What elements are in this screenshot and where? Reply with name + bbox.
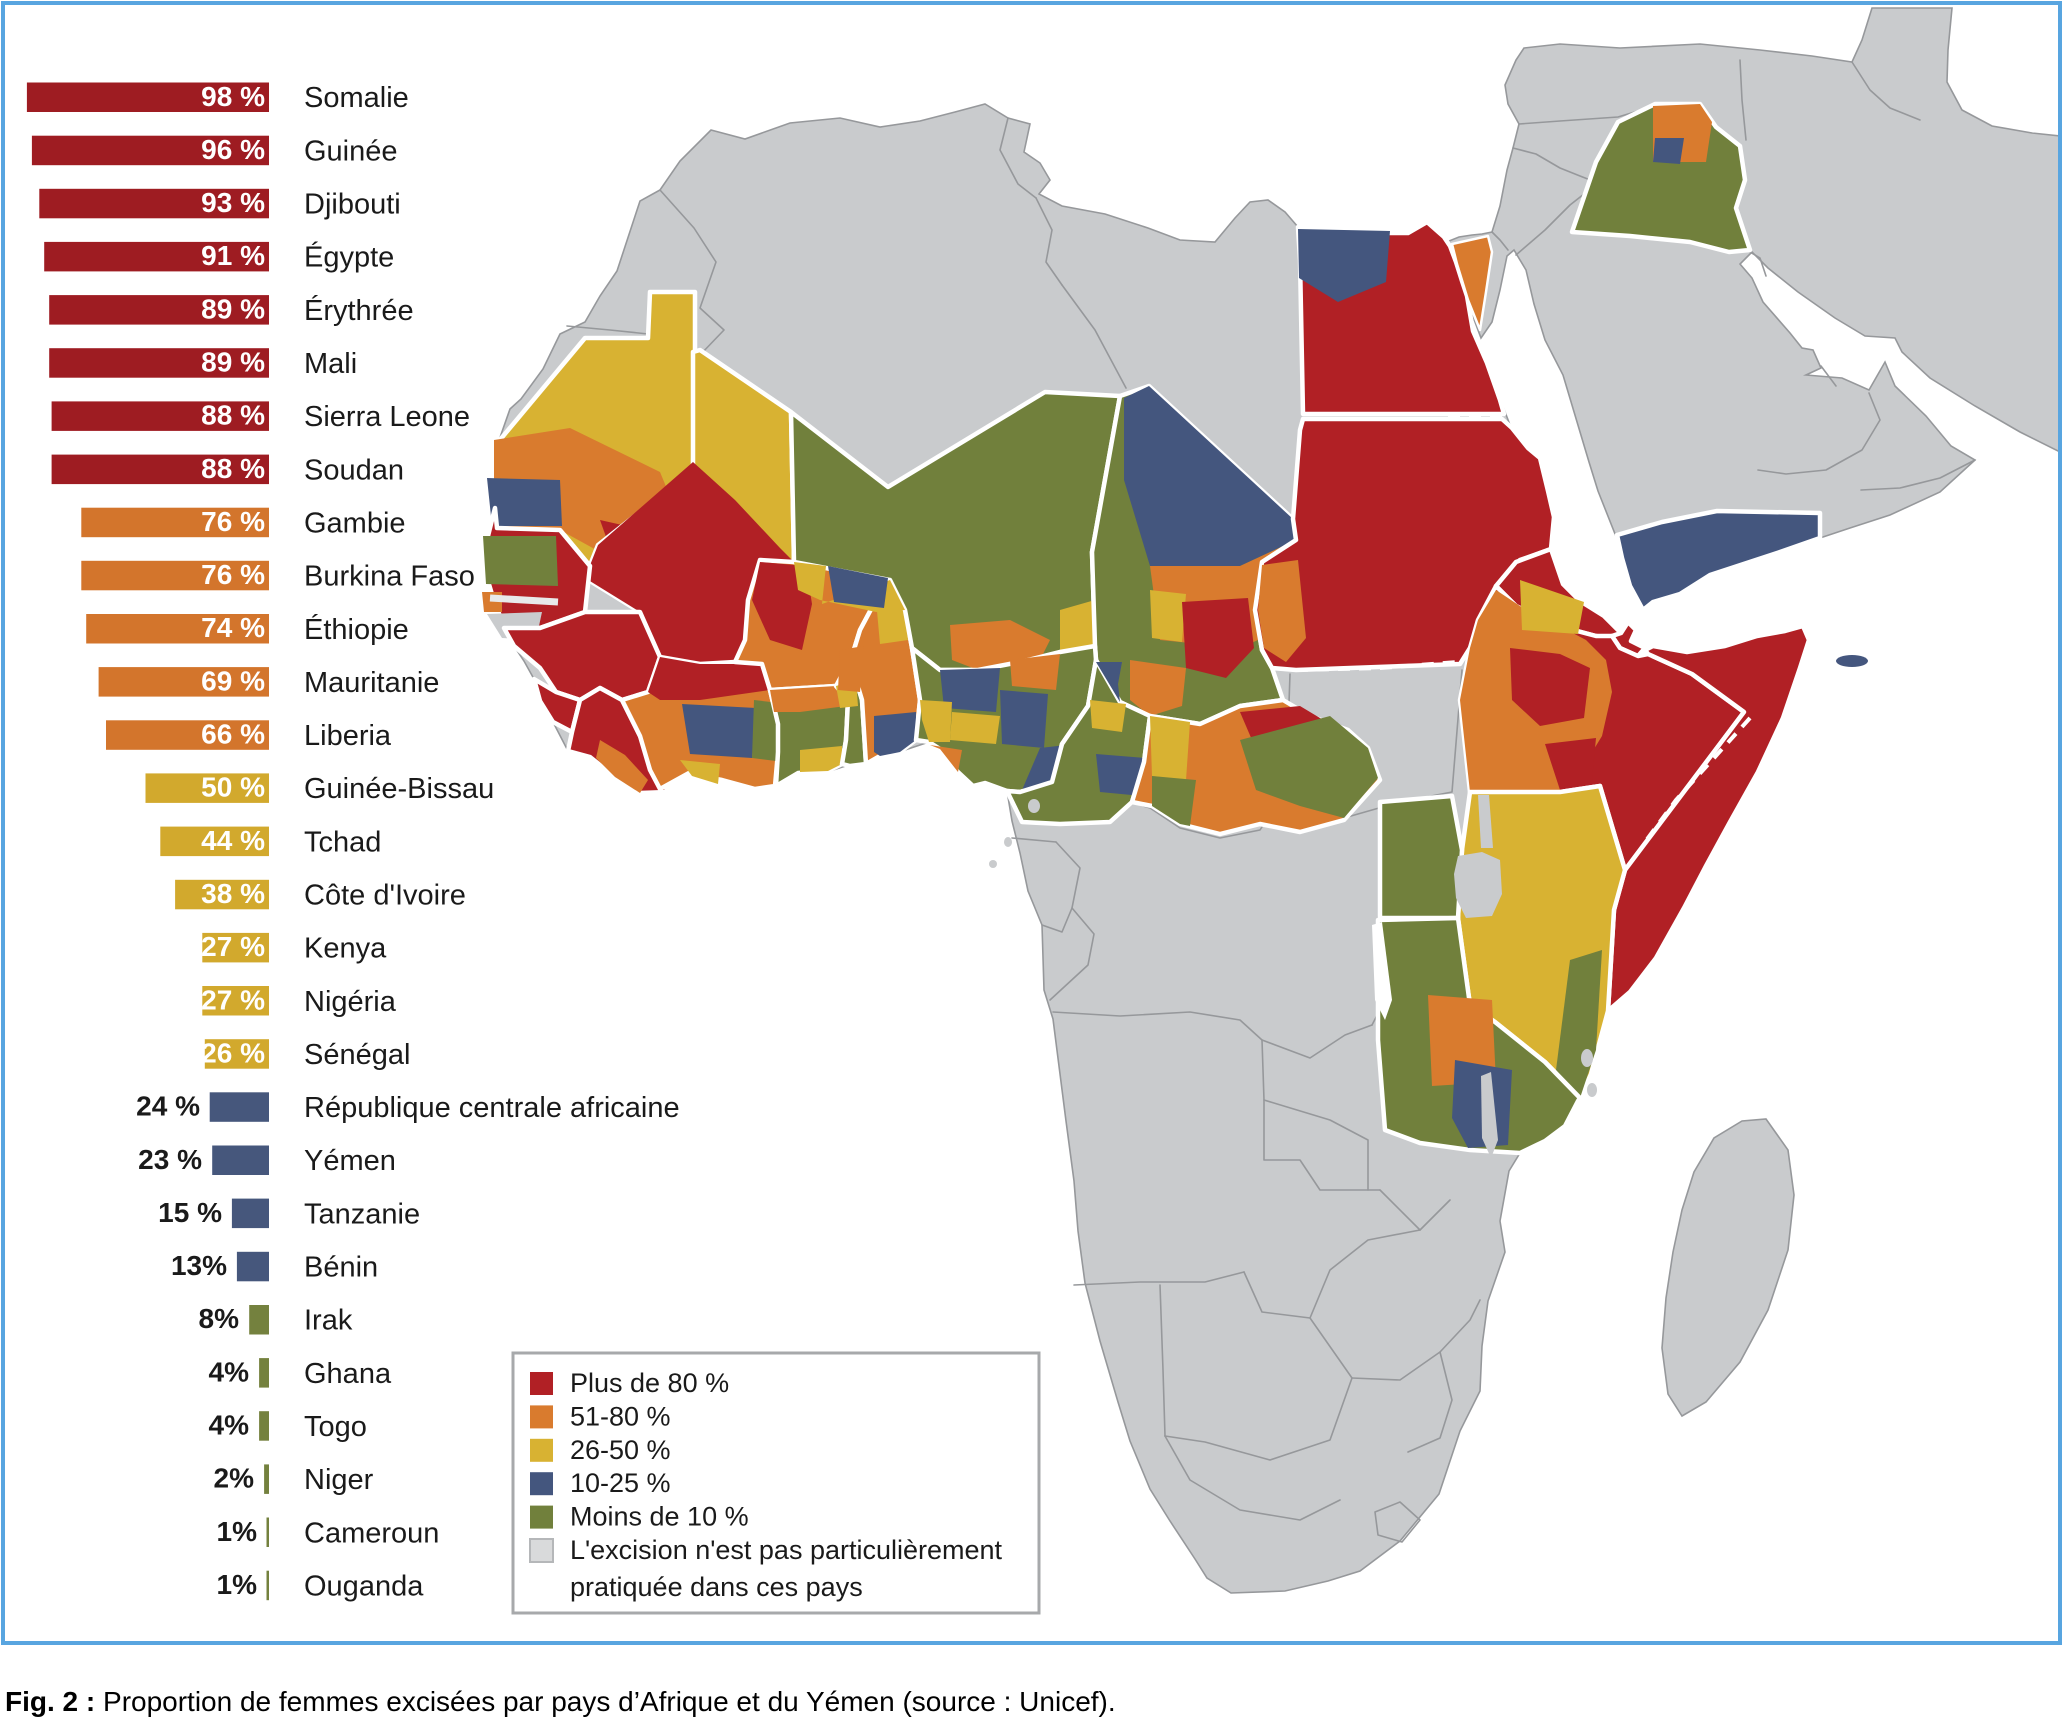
- svg-text:51-80 %: 51-80 %: [570, 1401, 671, 1431]
- svg-text:88 %: 88 %: [201, 400, 265, 431]
- svg-text:66 %: 66 %: [201, 719, 265, 750]
- svg-text:Soudan: Soudan: [304, 454, 404, 486]
- svg-text:13%: 13%: [171, 1250, 227, 1281]
- svg-text:1%: 1%: [217, 1569, 258, 1600]
- svg-text:26-50 %: 26-50 %: [570, 1435, 671, 1465]
- svg-text:96 %: 96 %: [201, 134, 265, 165]
- svg-text:Ghana: Ghana: [304, 1358, 392, 1390]
- svg-text:Ouganda: Ouganda: [304, 1571, 424, 1603]
- svg-text:Sénégal: Sénégal: [304, 1039, 410, 1071]
- svg-text:L'excision n'est pas particuli: L'excision n'est pas particulièrement: [570, 1535, 1003, 1565]
- svg-text:Somalie: Somalie: [304, 82, 409, 114]
- svg-text:Nigéria: Nigéria: [304, 986, 397, 1018]
- svg-text:Égypte: Égypte: [304, 241, 394, 274]
- svg-text:Niger: Niger: [304, 1464, 374, 1496]
- svg-text:Plus de 80 %: Plus de 80 %: [570, 1368, 729, 1398]
- svg-text:Éthiopie: Éthiopie: [304, 613, 409, 646]
- svg-text:10-25 %: 10-25 %: [570, 1468, 671, 1498]
- svg-text:Liberia: Liberia: [304, 720, 392, 752]
- svg-text:4%: 4%: [209, 1410, 250, 1441]
- svg-text:Irak: Irak: [304, 1305, 353, 1337]
- svg-text:98 %: 98 %: [201, 81, 265, 112]
- svg-text:Gambie: Gambie: [304, 508, 406, 540]
- svg-text:38 %: 38 %: [201, 878, 265, 909]
- svg-text:Tchad: Tchad: [304, 826, 381, 858]
- svg-text:Fig. 2 : Proportion de femmes: Fig. 2 : Proportion de femmes excisées p…: [5, 1686, 1116, 1717]
- svg-text:Burkina Faso: Burkina Faso: [304, 561, 475, 593]
- svg-text:République centrale africaine: République centrale africaine: [304, 1092, 680, 1124]
- svg-text:Togo: Togo: [304, 1411, 367, 1443]
- svg-text:74 %: 74 %: [201, 612, 265, 643]
- svg-text:pratiquée dans ces pays: pratiquée dans ces pays: [570, 1572, 863, 1602]
- svg-text:Tanzanie: Tanzanie: [304, 1198, 420, 1230]
- svg-text:Moins de 10 %: Moins de 10 %: [570, 1502, 749, 1532]
- svg-text:50 %: 50 %: [201, 772, 265, 803]
- svg-text:Sierra Leone: Sierra Leone: [304, 401, 470, 433]
- svg-text:Kenya: Kenya: [304, 933, 387, 965]
- svg-text:Guinée: Guinée: [304, 135, 398, 167]
- svg-text:44 %: 44 %: [201, 825, 265, 856]
- svg-text:Côte d'Ivoire: Côte d'Ivoire: [304, 880, 466, 912]
- svg-text:2%: 2%: [214, 1463, 255, 1494]
- svg-text:24 %: 24 %: [136, 1091, 200, 1122]
- svg-text:69 %: 69 %: [201, 665, 265, 696]
- svg-text:Yémen: Yémen: [304, 1145, 396, 1177]
- svg-text:27 %: 27 %: [201, 931, 265, 962]
- svg-text:Érythrée: Érythrée: [304, 294, 414, 327]
- svg-text:93 %: 93 %: [201, 187, 265, 218]
- svg-text:Bénin: Bénin: [304, 1252, 378, 1284]
- svg-text:76 %: 76 %: [201, 559, 265, 590]
- svg-text:26 %: 26 %: [201, 1037, 265, 1068]
- svg-text:Djibouti: Djibouti: [304, 189, 401, 221]
- svg-text:Cameroun: Cameroun: [304, 1517, 439, 1549]
- svg-text:89 %: 89 %: [201, 347, 265, 378]
- svg-text:8%: 8%: [199, 1303, 240, 1334]
- svg-text:Mauritanie: Mauritanie: [304, 667, 439, 699]
- svg-text:15 %: 15 %: [158, 1197, 222, 1228]
- svg-text:1%: 1%: [217, 1516, 258, 1547]
- svg-text:89 %: 89 %: [201, 293, 265, 324]
- svg-text:76 %: 76 %: [201, 506, 265, 537]
- svg-text:4%: 4%: [209, 1356, 250, 1387]
- svg-text:Guinée-Bissau: Guinée-Bissau: [304, 773, 494, 805]
- svg-text:27 %: 27 %: [201, 984, 265, 1015]
- svg-text:91 %: 91 %: [201, 240, 265, 271]
- svg-text:88 %: 88 %: [201, 453, 265, 484]
- svg-text:23 %: 23 %: [138, 1144, 202, 1175]
- svg-text:Mali: Mali: [304, 348, 357, 380]
